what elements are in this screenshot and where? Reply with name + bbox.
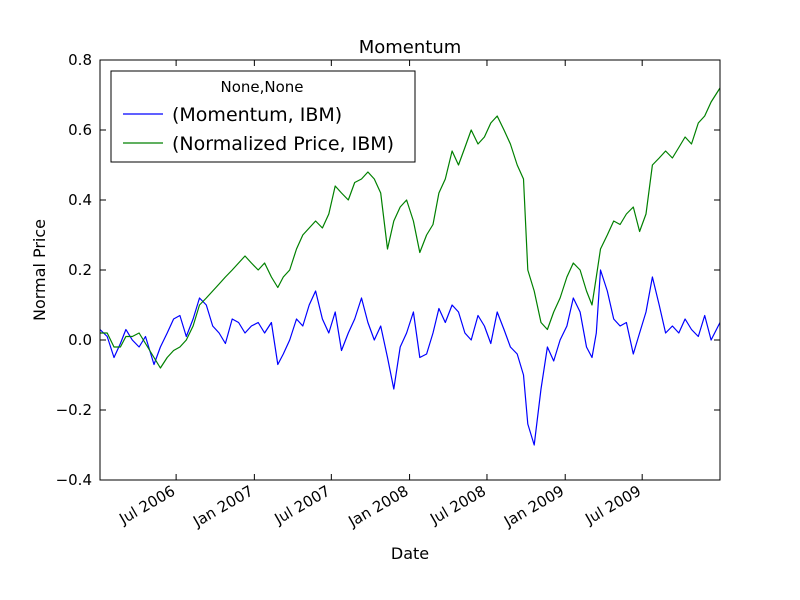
legend-title: None,None: [220, 78, 303, 96]
y-tick-label: 0.4: [68, 191, 92, 209]
y-axis-label: Normal Price: [30, 219, 49, 321]
y-axis-ticks: −0.4 −0.2 0.0 0.2 0.4 0.6 0.8: [56, 51, 720, 489]
y-tick-label: −0.4: [56, 471, 92, 489]
y-tick-label: −0.2: [56, 401, 92, 419]
plot-frame: [99, 59, 721, 481]
series-line-1: [100, 87, 721, 369]
x-tick-label: Jul 2007: [271, 482, 334, 529]
y-tick-label: 0.6: [68, 121, 92, 139]
y-tick-label: 0.0: [68, 331, 92, 349]
x-tick-label: Jul 2006: [115, 482, 178, 529]
y-tick-label: 0.8: [68, 51, 92, 69]
chart-title: Momentum: [359, 37, 462, 58]
x-tick-label: Jan 2009: [500, 482, 567, 531]
x-tick-label: Jul 2008: [426, 482, 489, 529]
x-axis-label: Date: [391, 544, 429, 563]
series-line-0: [99, 269, 721, 446]
x-tick-label: Jan 2008: [344, 482, 411, 531]
series-layer: [99, 87, 721, 446]
x-tick-label: Jul 2009: [581, 482, 644, 529]
legend-label-normalized-price: (Normalized Price, IBM): [172, 133, 394, 155]
legend-box: [110, 70, 416, 163]
legend: None,None (Momentum, IBM) (Normalized Pr…: [110, 70, 416, 163]
y-tick-label: 0.2: [68, 261, 92, 279]
legend-label-momentum: (Momentum, IBM): [172, 104, 342, 126]
x-tick-label: Jan 2007: [189, 482, 256, 531]
